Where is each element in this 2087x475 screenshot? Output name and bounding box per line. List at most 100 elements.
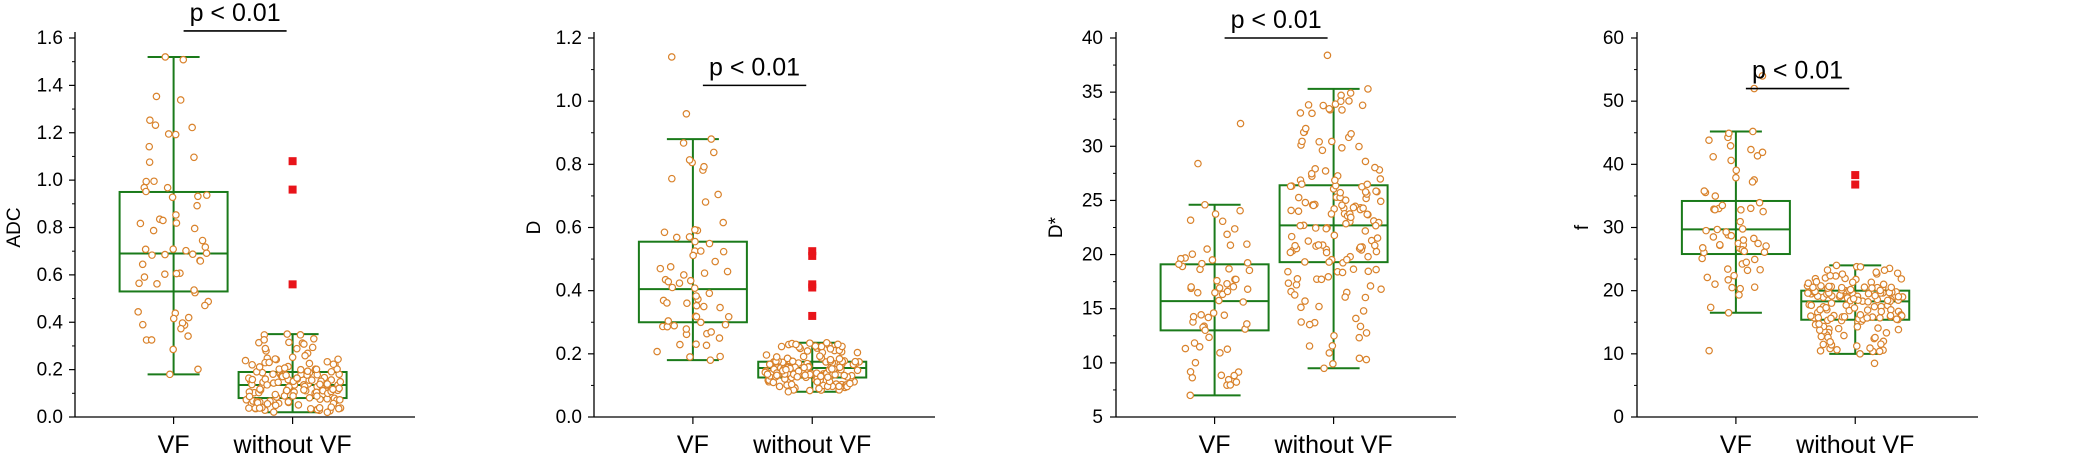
data-point: [1740, 247, 1749, 256]
data-point: [1804, 289, 1812, 297]
data-point: [1286, 248, 1295, 257]
data-point: [1198, 259, 1206, 268]
data-point: [653, 347, 661, 356]
data-point: [1817, 282, 1825, 290]
data-point: [323, 408, 332, 417]
data-point: [188, 123, 196, 132]
data-point: [1722, 228, 1730, 236]
data-point: [1856, 263, 1865, 271]
y-tick-label: 35: [1082, 82, 1103, 103]
outlier-point: [808, 247, 817, 256]
data-point: [1352, 314, 1360, 323]
data-point: [1216, 349, 1224, 357]
data-point: [691, 237, 699, 246]
outlier-point: [1851, 171, 1860, 180]
data-point: [1834, 324, 1843, 333]
data-point: [1308, 109, 1316, 118]
data-point: [1856, 311, 1865, 319]
data-point: [1723, 265, 1732, 273]
data-point: [666, 263, 675, 271]
data-point: [1812, 277, 1821, 286]
data-point: [811, 342, 820, 350]
y-tick-label: 1.2: [556, 28, 582, 49]
y-tick-label: 0.4: [556, 281, 583, 302]
data-point: [172, 211, 180, 219]
data-point: [1849, 294, 1858, 303]
data-point: [323, 357, 332, 366]
y-tick-label: 0.8: [556, 154, 582, 175]
data-point: [134, 308, 142, 316]
box-vf: [637, 53, 748, 364]
y-axis-label: D*: [1046, 216, 1067, 238]
data-point: [773, 371, 781, 380]
data-point: [1756, 265, 1764, 274]
significance-label: p < 0.01: [1231, 6, 1322, 34]
data-point: [1239, 298, 1248, 306]
data-point: [271, 401, 280, 410]
data-point: [169, 345, 177, 354]
data-point: [141, 245, 150, 254]
data-point: [692, 292, 700, 300]
data-point: [1315, 302, 1323, 311]
y-axis-label: f: [1572, 224, 1593, 230]
data-point: [1711, 192, 1720, 200]
data-point: [1819, 340, 1828, 349]
chart-panel-f: 0 10 20 30 40 50 60 f VF without VF p < 0.01: [1572, 28, 1978, 459]
data-point: [153, 280, 161, 288]
data-point: [777, 342, 786, 351]
data-point: [1705, 136, 1713, 144]
data-point: [1371, 221, 1380, 230]
data-point: [1372, 247, 1381, 256]
data-point: [1864, 289, 1873, 298]
data-point: [1762, 242, 1770, 250]
data-point: [190, 153, 198, 162]
data-point: [806, 386, 814, 395]
data-point: [696, 318, 705, 327]
data-point: [260, 336, 268, 344]
y-tick-label: 50: [1603, 91, 1624, 112]
data-point: [1323, 51, 1332, 60]
data-point: [1223, 287, 1232, 296]
data-point: [1322, 248, 1331, 257]
data-point: [1218, 217, 1227, 226]
data-point: [316, 380, 324, 389]
y-tick-label: 1.6: [37, 28, 63, 49]
data-point: [1840, 331, 1848, 340]
y-tick-label: 15: [1082, 299, 1103, 320]
data-point: [705, 289, 714, 298]
data-point: [1362, 355, 1371, 364]
data-point: [334, 355, 342, 364]
data-point: [1743, 266, 1752, 275]
box-without-vf: [1278, 51, 1389, 373]
data-point: [1300, 258, 1309, 266]
data-point: [670, 321, 679, 330]
data-point: [1297, 318, 1305, 326]
y-tick-label: 40: [1603, 154, 1624, 175]
data-point: [1749, 127, 1757, 136]
data-point: [1296, 221, 1305, 230]
data-point: [1287, 232, 1296, 241]
outlier-point: [808, 311, 817, 320]
data-point: [1336, 188, 1345, 197]
data-point: [1868, 284, 1876, 292]
data-point: [1359, 204, 1367, 212]
data-point: [1324, 272, 1333, 281]
data-point: [1732, 166, 1741, 175]
data-point: [707, 328, 715, 336]
data-point: [333, 365, 341, 373]
y-tick-label: 0.0: [37, 407, 63, 428]
data-point: [1187, 283, 1195, 291]
data-point: [1320, 364, 1328, 373]
data-point: [161, 250, 169, 259]
data-point: [723, 267, 732, 276]
data-point: [1372, 187, 1380, 196]
data-point: [1346, 89, 1355, 97]
y-tick-label: 25: [1082, 190, 1103, 211]
data-point: [1706, 303, 1715, 312]
data-point: [1327, 210, 1336, 218]
box-without-vf: [757, 247, 868, 396]
data-point: [663, 299, 671, 307]
data-point: [1738, 225, 1747, 233]
box-vf: [1159, 119, 1270, 400]
data-point: [719, 218, 728, 227]
